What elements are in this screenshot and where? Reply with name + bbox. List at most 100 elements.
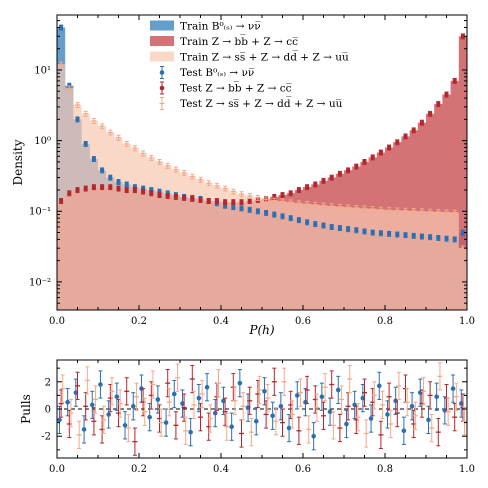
pulls-panel: 0.0 0.2 0.4 0.6 0.8 1.0 -2 0 2 Pulls (19, 359, 475, 475)
test-point (411, 128, 416, 133)
test-point (460, 230, 465, 235)
test-point (75, 187, 80, 192)
pull-point (311, 433, 316, 439)
test-point (387, 231, 392, 236)
test-point (255, 209, 260, 214)
pull-point (106, 412, 111, 417)
test-point (313, 182, 318, 187)
test-point (403, 134, 408, 139)
pull-point (434, 394, 439, 400)
test-point (395, 140, 400, 145)
pull-point (196, 395, 202, 401)
x-tick-label: 0.6 (295, 316, 311, 327)
test-point (419, 120, 424, 125)
pull-x-tick-label: 0.6 (295, 464, 311, 475)
test-point (370, 230, 375, 235)
pull-point (253, 418, 259, 424)
pull-point (319, 394, 325, 400)
histogram-panel: 0.0 0.2 0.4 0.6 0.8 1.0 10⁻² 10⁻¹ 10⁰ 10¹ P(h) Dens… (11, 14, 475, 337)
pulls-axis-label: Pulls (19, 394, 33, 424)
test-point (67, 191, 72, 196)
test-point (272, 212, 277, 217)
pull-point (426, 417, 431, 423)
test-point (444, 236, 449, 241)
pull-point (294, 393, 300, 398)
test-point (206, 198, 211, 203)
test-point (411, 233, 416, 238)
test-point (132, 185, 137, 190)
test-point (190, 196, 195, 201)
test-point (354, 228, 359, 233)
test-point (452, 237, 457, 242)
test-point (346, 168, 351, 173)
test-point (337, 171, 342, 176)
pull-point (385, 412, 390, 417)
test-point (239, 200, 244, 205)
legend-label: Train Z → bb̅ + Z → cc̅ (180, 34, 298, 48)
test-point (149, 191, 154, 196)
pull-point (89, 402, 95, 408)
test-point (280, 214, 285, 219)
pull-y-tick-label: 2 (45, 377, 51, 388)
pull-point (368, 416, 374, 421)
y-tick-label: 10⁻² (29, 277, 51, 288)
legend-marker (159, 85, 165, 91)
pull-point (155, 397, 161, 402)
test-point (362, 229, 367, 234)
test-point (272, 194, 277, 199)
legend-label: Test B⁰₍ₛ₎ → νν̅ (180, 67, 254, 79)
x-tick-label: 0.4 (213, 316, 229, 327)
test-point (264, 210, 269, 215)
test-point (337, 225, 342, 230)
test-point (370, 155, 375, 160)
legend-swatch (150, 36, 174, 46)
x-tick-label: 0.2 (131, 316, 147, 327)
pull-point (212, 410, 218, 416)
pull-point (114, 394, 120, 400)
test-point (346, 227, 351, 232)
test-point (288, 191, 293, 196)
test-point (116, 179, 121, 184)
test-point (182, 195, 187, 200)
test-point (91, 156, 96, 161)
legend-label: Test Z → bb̅ + Z → cc̅ (180, 80, 292, 94)
test-point (223, 200, 228, 205)
pull-x-tick-label: 1.0 (459, 464, 475, 475)
test-point (247, 207, 252, 212)
pull-point (335, 387, 341, 393)
pull-point (130, 403, 136, 409)
test-point (288, 216, 293, 221)
test-point (321, 223, 326, 228)
test-point (75, 117, 80, 122)
pull-point (122, 423, 128, 428)
test-point (329, 224, 334, 229)
pull-point (163, 420, 169, 425)
test-point (452, 78, 457, 83)
pull-point (65, 399, 70, 405)
test-point (100, 168, 105, 173)
pull-x-tick-label: 0.4 (213, 464, 229, 475)
pull-point (188, 429, 193, 435)
test-point (108, 175, 113, 180)
test-point (460, 34, 465, 39)
test-point (305, 220, 310, 225)
test-point (157, 192, 162, 197)
test-point (362, 159, 367, 164)
test-point (165, 193, 170, 198)
pull-point (327, 409, 333, 415)
pull-x-tick-label: 0.2 (131, 464, 147, 475)
pull-point (270, 413, 275, 419)
test-point (378, 150, 383, 155)
test-point (247, 198, 252, 203)
pull-point (237, 380, 243, 386)
test-point (296, 187, 301, 192)
x-tick-label: 1.0 (459, 316, 475, 327)
pull-point (204, 384, 210, 390)
test-point (157, 189, 162, 194)
test-point (305, 185, 310, 190)
pull-x-tick-label: 0.0 (49, 464, 65, 475)
test-point (124, 182, 129, 187)
pull-point (171, 391, 177, 397)
test-point (59, 198, 64, 203)
test-point (403, 233, 408, 238)
